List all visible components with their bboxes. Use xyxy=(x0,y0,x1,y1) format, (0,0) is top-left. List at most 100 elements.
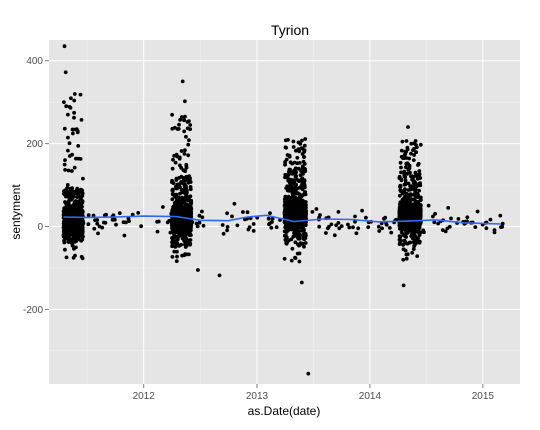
data-point xyxy=(96,231,100,236)
data-point xyxy=(289,195,294,200)
data-point xyxy=(155,219,160,224)
data-point xyxy=(433,211,437,216)
data-point xyxy=(403,149,408,154)
data-point xyxy=(70,169,74,173)
data-point xyxy=(488,217,493,222)
data-point xyxy=(408,204,412,209)
data-point xyxy=(293,256,298,260)
data-point xyxy=(284,157,289,162)
data-point xyxy=(411,226,416,231)
x-axis: 2012 2013 2014 2015 xyxy=(133,384,494,402)
data-point xyxy=(174,259,179,263)
data-point xyxy=(64,104,69,109)
data-point xyxy=(182,152,187,156)
data-point xyxy=(296,147,301,152)
data-point xyxy=(180,206,185,211)
smooth-line xyxy=(63,214,502,225)
data-point xyxy=(416,161,421,166)
data-point xyxy=(170,126,175,131)
data-point xyxy=(179,115,184,119)
data-point xyxy=(436,221,440,226)
data-point xyxy=(62,100,66,104)
data-point xyxy=(405,209,410,214)
data-point xyxy=(171,188,175,193)
data-point xyxy=(266,216,271,221)
data-point xyxy=(283,195,288,199)
data-point xyxy=(180,188,185,192)
data-point xyxy=(225,225,230,229)
data-point xyxy=(405,192,409,196)
data-point xyxy=(409,184,414,189)
data-point xyxy=(180,236,185,241)
data-point xyxy=(484,226,489,231)
data-point xyxy=(397,242,402,247)
data-point xyxy=(62,44,67,49)
data-point xyxy=(354,231,359,236)
data-point xyxy=(181,200,185,205)
data-point xyxy=(180,79,185,84)
data-point xyxy=(184,202,189,207)
data-point xyxy=(67,105,72,109)
data-point xyxy=(417,169,422,173)
data-point xyxy=(327,224,331,229)
data-point xyxy=(414,150,418,155)
data-point xyxy=(499,225,503,230)
data-point xyxy=(172,249,177,254)
data-point xyxy=(79,213,83,217)
data-point xyxy=(334,223,339,228)
data-point xyxy=(440,228,445,233)
data-point xyxy=(408,192,413,197)
data-point xyxy=(187,178,192,183)
data-point xyxy=(447,224,452,229)
data-point xyxy=(431,214,435,219)
y-axis-title: sentyment xyxy=(9,184,23,240)
data-point xyxy=(304,210,308,215)
data-point xyxy=(91,213,96,218)
data-point xyxy=(200,209,204,214)
data-point xyxy=(183,99,187,104)
data-point xyxy=(62,230,66,234)
data-point xyxy=(183,114,187,119)
data-point xyxy=(177,233,182,238)
data-point xyxy=(181,178,186,183)
data-point xyxy=(176,209,181,214)
data-point xyxy=(68,237,73,242)
data-point xyxy=(410,177,414,182)
data-point xyxy=(174,193,178,198)
data-point xyxy=(400,202,405,207)
data-point xyxy=(100,225,105,230)
data-point xyxy=(418,220,423,225)
data-point xyxy=(161,205,165,209)
data-point xyxy=(185,226,190,230)
data-point xyxy=(71,221,75,225)
data-point xyxy=(398,238,403,243)
data-point xyxy=(176,203,181,208)
data-point xyxy=(415,145,419,150)
data-point xyxy=(303,137,308,141)
data-point xyxy=(413,170,418,175)
data-point xyxy=(293,169,298,174)
data-point xyxy=(190,220,195,225)
data-point xyxy=(410,231,414,236)
data-point xyxy=(412,197,417,202)
data-point xyxy=(346,222,350,227)
data-point xyxy=(402,169,407,174)
data-point xyxy=(399,230,404,235)
data-point xyxy=(336,221,341,225)
data-point xyxy=(408,240,413,245)
data-point xyxy=(337,226,342,231)
data-point xyxy=(114,222,118,227)
data-point xyxy=(422,230,426,235)
data-point xyxy=(403,181,408,186)
data-point xyxy=(66,112,70,117)
data-point xyxy=(291,139,296,144)
data-point xyxy=(178,118,183,122)
data-point xyxy=(285,200,290,205)
data-point xyxy=(376,224,381,229)
data-point xyxy=(298,173,303,178)
data-point xyxy=(294,206,299,211)
data-point xyxy=(329,222,334,227)
data-point xyxy=(282,256,287,261)
data-point xyxy=(184,186,189,191)
data-point xyxy=(399,170,403,175)
